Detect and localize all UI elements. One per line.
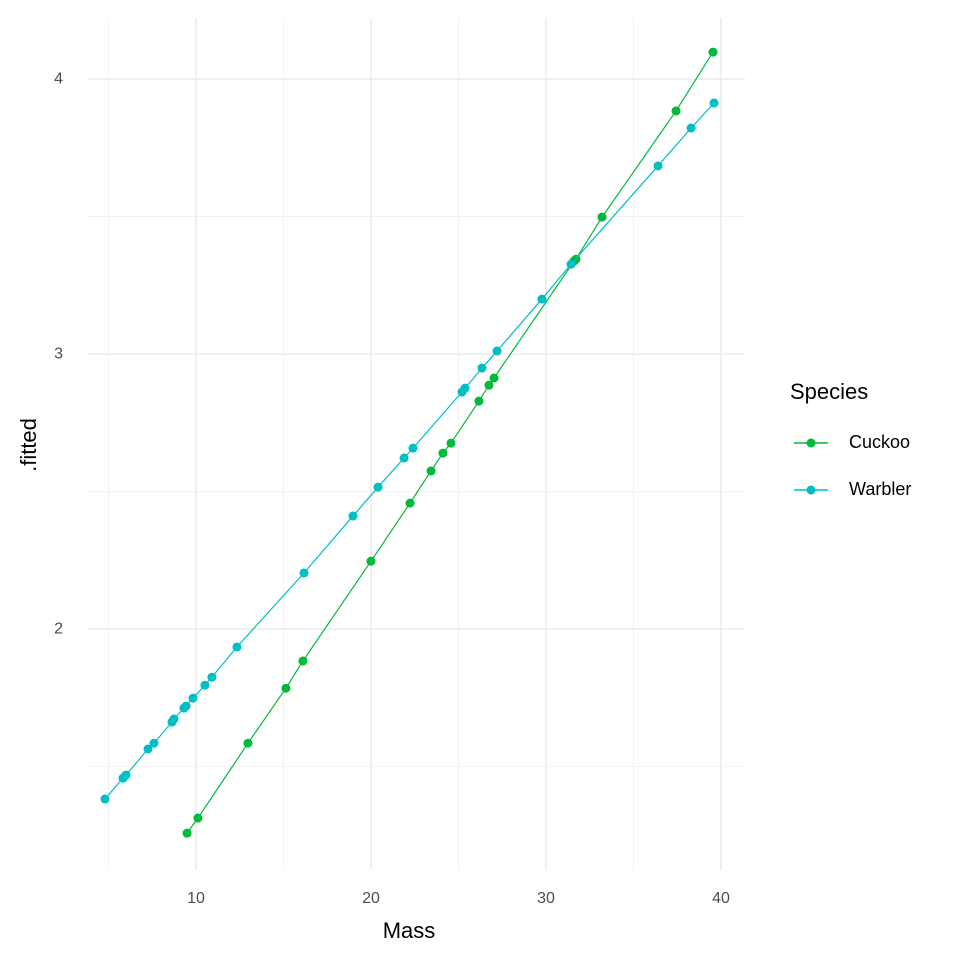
data-point bbox=[405, 498, 415, 508]
data-point bbox=[207, 672, 217, 682]
y-axis-label: .fitted bbox=[16, 418, 41, 472]
data-point bbox=[181, 701, 191, 711]
data-point bbox=[408, 443, 418, 453]
legend-title: Species bbox=[790, 379, 868, 404]
y-tick-label: 4 bbox=[54, 70, 63, 87]
data-point bbox=[200, 680, 210, 690]
x-axis-label: Mass bbox=[383, 918, 436, 943]
data-point bbox=[484, 380, 494, 390]
data-point bbox=[438, 448, 448, 458]
legend-label: Warbler bbox=[849, 479, 911, 499]
data-point bbox=[708, 47, 718, 57]
data-point bbox=[243, 738, 253, 748]
data-point bbox=[298, 656, 308, 666]
data-point bbox=[597, 212, 607, 222]
data-point bbox=[653, 161, 663, 171]
data-point bbox=[489, 373, 499, 383]
y-tick-label: 3 bbox=[54, 345, 63, 362]
x-tick-label: 20 bbox=[362, 890, 380, 907]
data-point bbox=[373, 482, 383, 492]
data-point bbox=[426, 466, 436, 476]
data-point bbox=[492, 346, 502, 356]
data-point bbox=[100, 794, 110, 804]
data-point bbox=[169, 714, 179, 724]
data-point bbox=[671, 106, 681, 116]
data-point bbox=[366, 556, 376, 566]
data-point bbox=[121, 770, 131, 780]
data-point bbox=[446, 438, 456, 448]
data-point bbox=[477, 363, 487, 373]
data-point bbox=[399, 453, 409, 463]
data-point bbox=[460, 383, 470, 393]
data-point bbox=[182, 828, 192, 838]
data-point bbox=[566, 259, 576, 269]
x-tick-label: 10 bbox=[187, 890, 205, 907]
data-point bbox=[474, 396, 484, 406]
data-point bbox=[143, 744, 153, 754]
legend-label: Cuckoo bbox=[849, 432, 910, 452]
legend-swatch-point bbox=[806, 485, 816, 495]
data-point bbox=[188, 693, 198, 703]
series-line bbox=[186, 51, 714, 834]
x-tick-label: 40 bbox=[712, 890, 730, 907]
data-point bbox=[232, 642, 242, 652]
data-point bbox=[281, 683, 291, 693]
data-point bbox=[299, 568, 309, 578]
data-point bbox=[686, 123, 696, 133]
legend-swatch-point bbox=[806, 438, 816, 448]
data-point bbox=[348, 511, 358, 521]
x-tick-label: 30 bbox=[537, 890, 555, 907]
y-tick-label: 2 bbox=[54, 620, 63, 637]
data-point bbox=[193, 813, 203, 823]
data-point bbox=[537, 294, 547, 304]
data-point bbox=[709, 98, 719, 108]
data-point bbox=[149, 738, 159, 748]
